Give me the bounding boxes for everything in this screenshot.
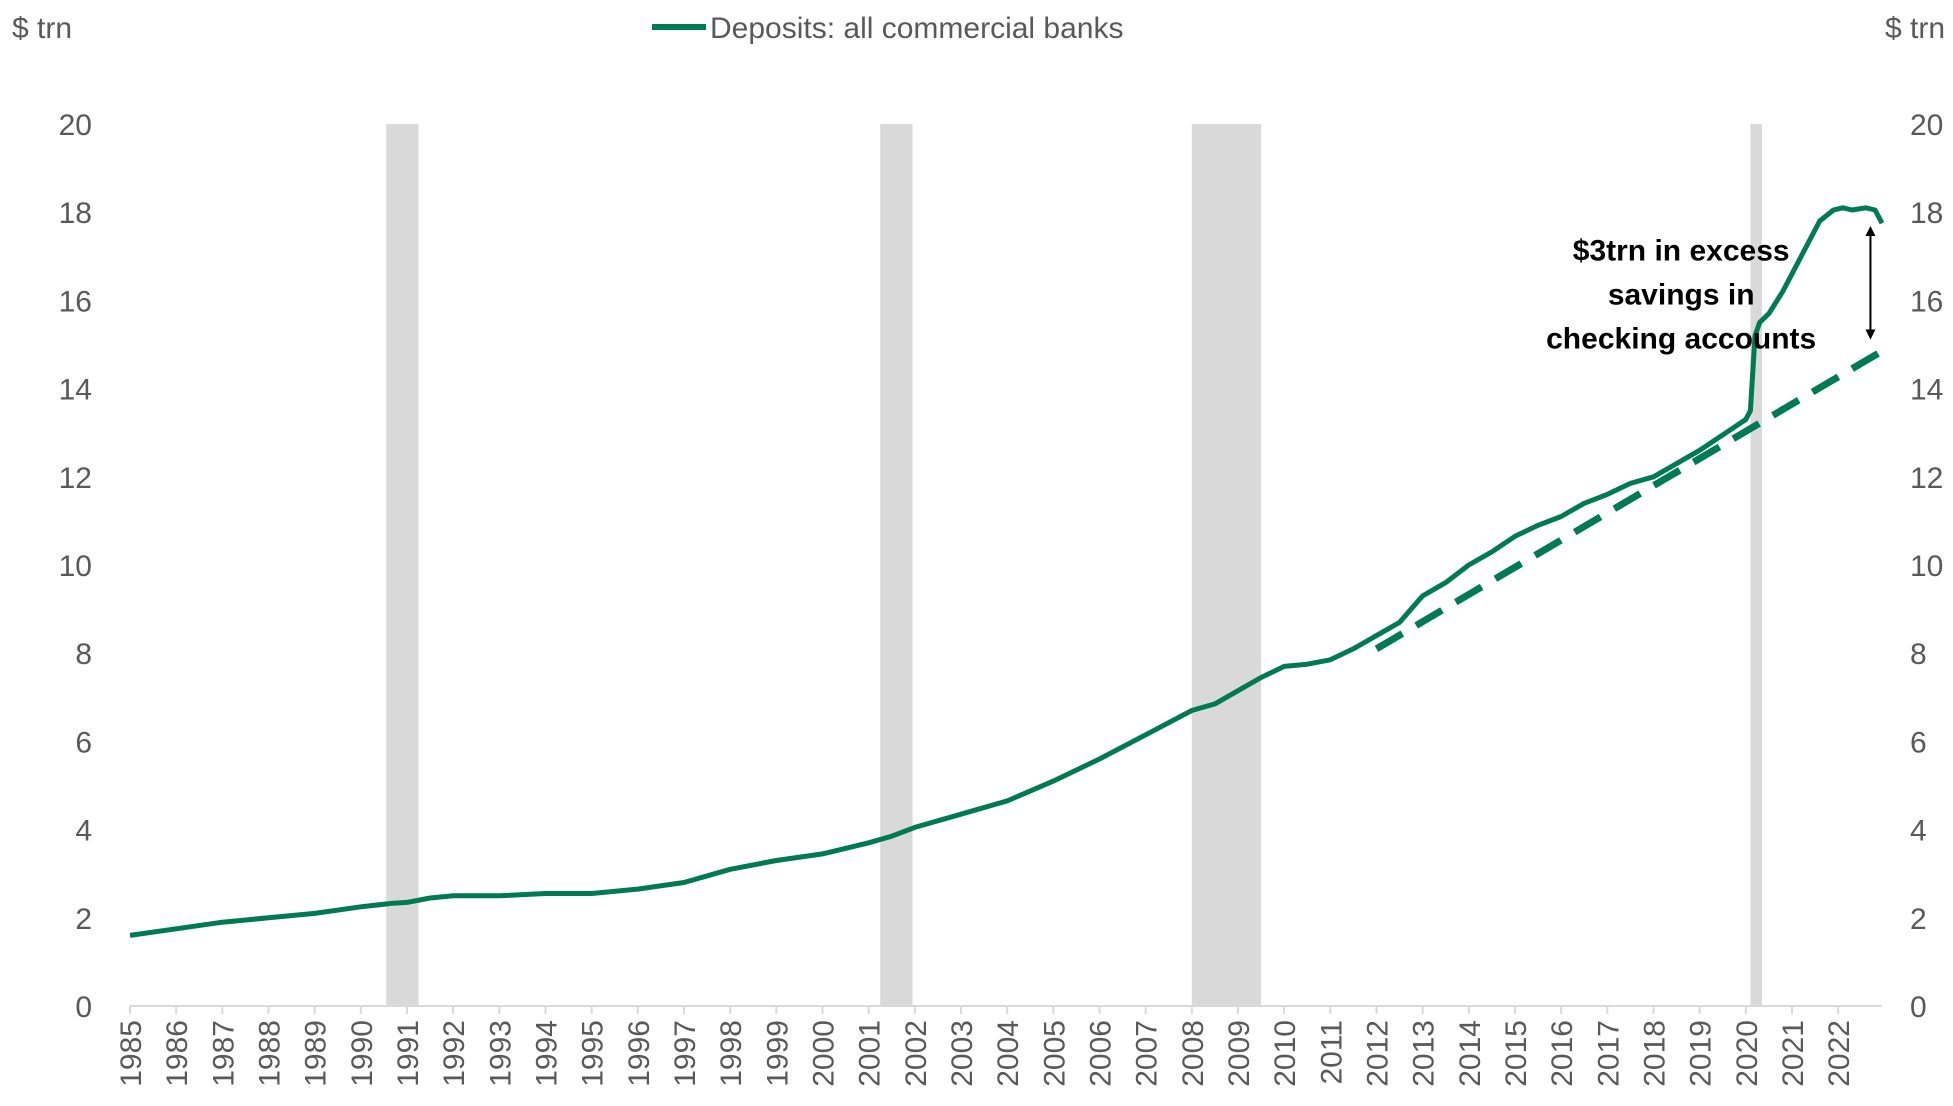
- x-tick-label: 2012: [1361, 1020, 1394, 1087]
- y-tick-right: 18: [1910, 197, 1943, 230]
- x-tick-label: 2008: [1177, 1020, 1210, 1087]
- x-tick-label: 2006: [1084, 1020, 1117, 1087]
- x-tick-label: 1997: [669, 1020, 702, 1087]
- annotation-line: savings in: [1608, 279, 1755, 312]
- y-tick-right: 16: [1910, 285, 1943, 318]
- recession-bands: [386, 124, 1762, 1006]
- y-tick-right: 20: [1910, 109, 1943, 142]
- y-tick-left: 10: [59, 550, 92, 583]
- x-tick-label: 1998: [715, 1020, 748, 1087]
- y-tick-left: 0: [75, 991, 92, 1024]
- recession-band: [880, 124, 913, 1006]
- recession-band: [1750, 124, 1762, 1006]
- x-tick-label: 2013: [1408, 1020, 1441, 1087]
- x-tick-label: 2020: [1731, 1020, 1764, 1087]
- x-tick-label: 2015: [1500, 1020, 1533, 1087]
- x-tick-label: 1988: [253, 1020, 286, 1087]
- x-tick-label: 2007: [1131, 1020, 1164, 1087]
- series: [129, 205, 1885, 938]
- y-tick-left: 12: [59, 462, 92, 495]
- x-tick-label: 2011: [1315, 1020, 1348, 1085]
- x-tick-label: 2004: [992, 1020, 1025, 1087]
- y-tick-left: 18: [59, 197, 92, 230]
- legend-label: Deposits: all commercial banks: [710, 12, 1123, 45]
- y-tick-left: 14: [59, 374, 92, 407]
- y-tick-right: 4: [1910, 815, 1927, 848]
- y-tick-left: 16: [59, 285, 92, 318]
- y-tick-right: 14: [1910, 374, 1943, 407]
- x-tick-label: 2018: [1638, 1020, 1671, 1087]
- x-tick-label: 2000: [807, 1020, 840, 1087]
- y-tick-right: 2: [1910, 903, 1927, 936]
- y-tick-left: 4: [75, 815, 92, 848]
- x-tick-label: 1986: [161, 1020, 194, 1087]
- x-tick-label: 1994: [530, 1020, 563, 1087]
- right-unit-label: $ trn: [1885, 12, 1945, 45]
- x-tick-label: 2017: [1592, 1020, 1625, 1087]
- y-tick-right: 0: [1910, 991, 1927, 1024]
- x-tick-label: 2005: [1038, 1020, 1071, 1087]
- annotations: $3trn in excess savings in checking accoun…: [1546, 226, 1876, 356]
- x-tick-label: 1991: [392, 1020, 425, 1087]
- x-tick-label: 1985: [115, 1020, 148, 1087]
- annotation-line: checking accounts: [1546, 323, 1816, 356]
- x-tick-label: 1990: [346, 1020, 379, 1087]
- recession-band: [1191, 124, 1262, 1006]
- y-tick-left: 6: [75, 726, 92, 759]
- x-tick-label: 1992: [438, 1020, 471, 1087]
- x-tick-label: 1993: [484, 1020, 517, 1087]
- y-tick-left: 8: [75, 638, 92, 671]
- x-tick-label: 2016: [1546, 1020, 1579, 1087]
- y-tick-left: 20: [59, 109, 92, 142]
- y-tick-left: 2: [75, 903, 92, 936]
- x-tick-label: 2009: [1223, 1020, 1256, 1087]
- y-tick-right: 8: [1910, 638, 1927, 671]
- annotation-line: $3trn in excess: [1573, 235, 1790, 268]
- x-tick-label: 1987: [207, 1020, 240, 1087]
- x-tick-label: 2003: [946, 1020, 979, 1087]
- deposits-line: [129, 205, 1885, 938]
- x-tick-label: 2001: [854, 1020, 887, 1087]
- x-tick-label: 2002: [900, 1020, 933, 1087]
- y-tick-right: 10: [1910, 550, 1943, 583]
- x-tick-label: 1996: [623, 1020, 656, 1087]
- trend-line: [1374, 348, 1884, 652]
- x-tick-label: 1995: [577, 1020, 610, 1087]
- annotation-text: $3trn in excess savings in checking accoun…: [1546, 235, 1816, 356]
- x-tick-label: 1989: [300, 1020, 333, 1087]
- x-tick-label: 1999: [761, 1020, 794, 1087]
- x-tick-label: 2022: [1823, 1020, 1856, 1087]
- x-tick-label: 2014: [1454, 1020, 1487, 1087]
- y-tick-right: 6: [1910, 726, 1927, 759]
- y-tick-right: 12: [1910, 462, 1943, 495]
- x-tick-label: 2021: [1777, 1020, 1810, 1087]
- left-unit-label: $ trn: [12, 12, 72, 45]
- recession-band: [386, 124, 419, 1006]
- legend: Deposits: all commercial banks: [652, 12, 1123, 45]
- x-tick-label: 2019: [1685, 1020, 1718, 1087]
- x-tick-label: 2010: [1269, 1020, 1302, 1087]
